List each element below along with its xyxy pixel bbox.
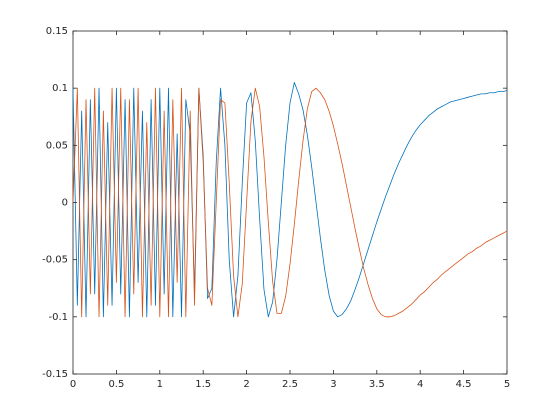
y-tick-label: 0.1 <box>52 83 68 94</box>
data-line <box>72 82 508 318</box>
x-tick-label: 2 <box>243 379 249 390</box>
x-tick-label: 3.5 <box>369 379 385 390</box>
x-tick-label: 0 <box>70 379 76 390</box>
plot-area <box>72 82 508 318</box>
axes-box <box>72 30 508 375</box>
x-tick-label: 4.5 <box>456 379 472 390</box>
x-tick-label: 1 <box>157 379 163 390</box>
y-tick-label: 0.05 <box>46 140 68 151</box>
x-tick-label: 4 <box>417 379 423 390</box>
y-tick-label: 0 <box>62 198 68 209</box>
y-tick-label: -0.1 <box>48 312 68 323</box>
data-line <box>72 87 508 318</box>
x-tick-label: 3 <box>330 379 336 390</box>
y-tick-label: -0.05 <box>42 255 68 266</box>
x-tick-label: 5 <box>504 379 510 390</box>
x-tick-label: 2.5 <box>282 379 298 390</box>
y-tick-label: -0.15 <box>42 369 68 380</box>
x-tick-label: 1.5 <box>195 379 211 390</box>
y-tick-label: 0.15 <box>46 26 68 37</box>
x-tick-label: 0.5 <box>108 379 124 390</box>
